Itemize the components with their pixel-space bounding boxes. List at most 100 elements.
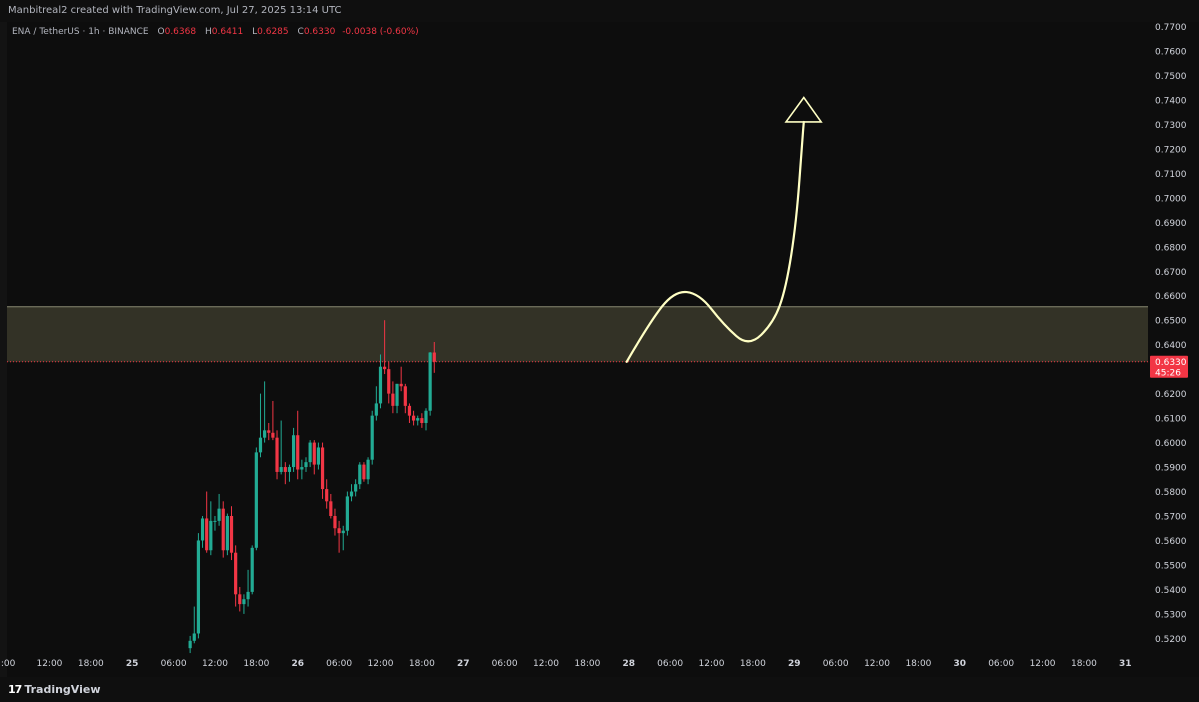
candle-body [217, 508, 221, 521]
y-tick-label: 0.6800 [1155, 243, 1187, 253]
candle-body [287, 467, 292, 472]
x-tick-label: 06:00 [657, 659, 683, 669]
candle-body [296, 435, 300, 470]
tradingview-logo-icon: 17 [8, 683, 22, 696]
candle-body [325, 489, 329, 502]
candle-body [316, 447, 321, 465]
x-tick-label: 12:00 [36, 659, 62, 669]
candle [383, 320, 387, 375]
candle-body [358, 464, 362, 485]
candle-body [271, 432, 275, 438]
candle-body [283, 467, 287, 472]
candle [424, 408, 428, 431]
y-tick-label: 0.7600 [1155, 47, 1187, 57]
candle-body [391, 393, 395, 406]
candle-body [200, 518, 205, 541]
candle [370, 410, 374, 465]
candle [242, 594, 246, 614]
candle [238, 586, 242, 612]
y-tick-label: 0.7500 [1155, 72, 1187, 82]
legend-low-label: L [252, 27, 258, 37]
candle [333, 508, 337, 536]
candle-body [234, 552, 238, 595]
candle [341, 525, 345, 551]
candle [229, 506, 234, 561]
y-tick-label: 0.6100 [1155, 415, 1187, 425]
y-tick-label: 0.5400 [1155, 586, 1187, 596]
candle [316, 442, 321, 470]
x-tick-label: 27 [457, 659, 470, 669]
legend-high-value: 0.6411 [211, 27, 244, 37]
candle [205, 491, 209, 553]
x-tick-label: 06:00 [161, 659, 187, 669]
candle [374, 386, 378, 421]
resistance-zone [7, 306, 1148, 362]
candle-body [229, 516, 234, 553]
x-tick-label: 30 [954, 659, 967, 669]
candle [246, 569, 250, 607]
candle-body [238, 594, 242, 605]
candle [271, 400, 275, 441]
candle [200, 516, 205, 548]
candle-body [420, 418, 424, 423]
candle [308, 440, 312, 468]
candle-body [254, 452, 258, 548]
candle [325, 479, 329, 509]
candle-body [362, 464, 366, 480]
x-tick-label: 12:00 [699, 659, 725, 669]
candle [366, 457, 370, 485]
legend-close-label: C [297, 27, 304, 37]
x-tick-label: 06:00 [326, 659, 352, 669]
candle-body [399, 383, 403, 387]
x-tick-label: 06:00 [823, 659, 849, 669]
candle [378, 354, 383, 409]
tradingview-logo[interactable]: 17 TradingView [8, 683, 101, 696]
x-tick-label: 12:00 [1030, 659, 1056, 669]
candle-body [188, 640, 192, 649]
candle [296, 410, 300, 480]
candle-body [209, 520, 213, 551]
candle [279, 420, 283, 475]
y-tick-label: 0.6200 [1155, 390, 1187, 400]
candle [234, 545, 238, 607]
candle-body [275, 437, 279, 472]
y-tick-label: 0.5300 [1155, 610, 1187, 620]
legend-change: -0.0038 (-0.60%) [342, 27, 419, 37]
candle-body [383, 366, 387, 370]
x-tick-label: 26 [291, 659, 304, 669]
y-tick-label: 0.7200 [1155, 145, 1187, 155]
candle-body [291, 435, 296, 468]
candle [407, 403, 412, 423]
x-tick-label: 25 [126, 659, 139, 669]
candle-body [250, 547, 254, 592]
y-tick-label: 0.5800 [1155, 488, 1187, 498]
candle [267, 422, 271, 441]
legend-symbol[interactable]: ENA / TetherUS · 1h · BINANCE [12, 27, 149, 37]
candle-body [242, 599, 246, 605]
candle-body [196, 540, 201, 634]
candle-body [407, 405, 412, 416]
price-axis[interactable] [1148, 22, 1199, 677]
candle-body [370, 415, 374, 460]
candle-body [374, 403, 378, 416]
x-tick-label: 12:00 [368, 659, 394, 669]
candle-body [424, 410, 428, 423]
legend-high-label: H [204, 27, 212, 37]
candle [399, 366, 403, 392]
x-tick-label: 12:00 [533, 659, 559, 669]
candle-body [349, 491, 354, 497]
candle [428, 352, 432, 416]
candle-body [258, 437, 263, 453]
candle [263, 381, 267, 443]
candle [345, 491, 349, 536]
candle [188, 635, 192, 654]
legend-open-value: 0.6368 [164, 27, 197, 37]
x-tick-label: 12:00 [202, 659, 228, 669]
y-tick-label: 0.7300 [1155, 121, 1187, 131]
candle-body [366, 459, 370, 480]
candle [250, 545, 254, 595]
candle-body [428, 352, 432, 411]
candle [358, 462, 362, 490]
candle-body [246, 591, 250, 600]
candle-body [312, 442, 316, 465]
